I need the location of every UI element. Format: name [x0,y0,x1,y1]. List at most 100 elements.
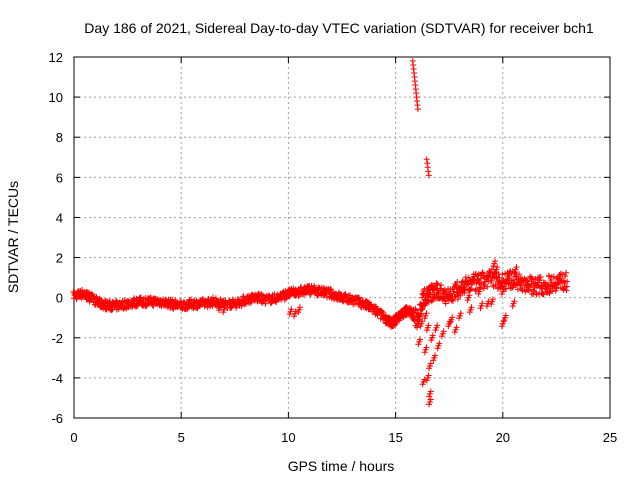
data-point [519,287,526,294]
data-point [502,312,509,319]
data-point [472,287,479,294]
data-point [563,283,570,290]
data-point [456,315,463,322]
data-point [440,328,447,335]
data-point [423,310,430,317]
data-point [378,308,385,315]
data-point [210,294,217,301]
data-point [217,302,224,309]
y-axis-title: SDTVAR / TECUs [5,181,21,293]
data-point [468,304,475,311]
data-point [445,323,452,330]
data-point [426,365,433,372]
data-point [543,286,550,293]
data-point [466,292,473,299]
outlier-point [423,156,430,163]
data-point [498,291,505,298]
data-point [564,278,571,285]
y-tick-label: 8 [56,130,63,145]
data-point [466,309,473,316]
chart-title: Day 186 of 2021, Sidereal Day-to-day VTE… [84,20,594,36]
y-tick-label: 10 [49,90,63,105]
data-point [428,337,435,344]
data-point [479,269,486,276]
data-points [70,58,571,408]
data-point [492,268,499,275]
data-point [426,393,433,400]
data-point [498,323,505,330]
data-point [538,283,545,290]
data-point [562,273,569,280]
x-tick-label: 0 [70,430,77,445]
data-point [479,300,486,307]
data-point [464,280,471,287]
data-point [417,323,424,330]
data-point [535,281,542,288]
y-tick-label: 12 [49,50,63,65]
data-point [509,303,516,310]
data-point [434,345,441,352]
y-tick-label: -2 [51,331,63,346]
data-point [423,327,430,334]
data-point [432,352,439,359]
data-point [434,281,441,288]
x-axis-title: GPS time / hours [288,458,395,474]
data-point [517,282,524,289]
data-point [296,304,303,311]
data-point [292,308,299,315]
data-point [457,310,464,317]
data-point [434,322,441,329]
y-tick-label: 2 [56,251,63,266]
data-point [499,271,506,278]
data-point [221,304,228,311]
data-point [500,286,507,293]
data-point [492,258,499,265]
data-point [318,284,325,291]
data-point [513,264,520,271]
data-point [425,372,432,379]
data-point [295,309,302,316]
data-point [421,315,428,322]
data-point [429,332,436,339]
data-point [523,277,530,284]
x-tick-label: 15 [388,430,402,445]
data-point [220,309,227,316]
data-point [430,357,437,364]
data-point [494,285,501,292]
y-tick-label: 6 [56,170,63,185]
data-point [412,306,419,313]
x-tick-label: 5 [178,430,185,445]
data-point [481,282,488,289]
data-point [262,300,269,307]
data-point [427,396,434,403]
data-point [425,322,432,329]
data-point [516,271,523,278]
data-point [286,311,293,318]
data-point [536,276,543,283]
data-point [421,349,428,356]
data-point [454,279,461,286]
data-point [427,388,434,395]
data-point [505,273,512,280]
data-point [169,296,176,303]
data-point [484,283,491,290]
data-point [500,318,507,325]
y-tick-label: 0 [56,291,63,306]
data-point [490,262,497,269]
data-point [532,276,539,283]
data-point [563,269,570,276]
data-point [427,360,434,367]
data-point [415,341,422,348]
data-point [527,273,534,280]
data-point [464,297,471,304]
data-point [426,289,433,296]
data-point [165,300,172,307]
data-point [511,268,518,275]
data-point [475,291,482,298]
data-point [449,314,456,321]
data-point [461,289,468,296]
data-point [426,401,433,408]
data-point [288,306,295,313]
outlier-point [414,106,421,113]
